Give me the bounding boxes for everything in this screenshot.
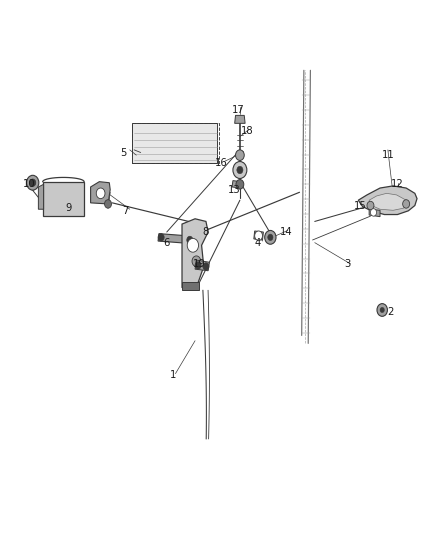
Text: 17: 17: [232, 105, 245, 115]
Text: 15: 15: [354, 200, 367, 211]
Text: 6: 6: [163, 238, 170, 248]
Polygon shape: [43, 182, 84, 216]
Polygon shape: [235, 115, 245, 123]
Polygon shape: [232, 181, 241, 188]
Circle shape: [187, 236, 193, 244]
Text: 3: 3: [344, 259, 350, 269]
Circle shape: [96, 188, 105, 199]
Circle shape: [237, 166, 243, 174]
Bar: [132, 123, 219, 163]
Circle shape: [371, 209, 377, 216]
Text: 19: 19: [193, 259, 206, 269]
Text: 4: 4: [255, 238, 261, 248]
Circle shape: [195, 262, 201, 269]
Text: 10: 10: [23, 179, 36, 189]
Circle shape: [105, 200, 112, 208]
Text: 2: 2: [388, 306, 394, 317]
Circle shape: [27, 175, 39, 190]
Polygon shape: [195, 260, 209, 271]
Circle shape: [254, 231, 262, 240]
Text: 11: 11: [382, 150, 395, 160]
Circle shape: [203, 263, 209, 270]
Polygon shape: [182, 219, 208, 288]
Text: 12: 12: [391, 179, 404, 189]
Circle shape: [268, 234, 273, 240]
Text: 13: 13: [228, 184, 240, 195]
Polygon shape: [369, 209, 380, 216]
Text: 8: 8: [203, 227, 209, 237]
Text: 14: 14: [280, 227, 293, 237]
Circle shape: [233, 161, 247, 179]
Polygon shape: [358, 186, 417, 215]
Circle shape: [367, 201, 374, 210]
Circle shape: [30, 179, 36, 187]
Text: 18: 18: [241, 126, 254, 136]
Polygon shape: [158, 233, 194, 244]
Circle shape: [236, 150, 244, 160]
Text: 5: 5: [120, 148, 127, 158]
Polygon shape: [182, 282, 199, 290]
Circle shape: [192, 256, 201, 266]
Circle shape: [265, 230, 276, 244]
Circle shape: [187, 238, 198, 252]
Circle shape: [158, 233, 164, 241]
Text: 7: 7: [122, 206, 129, 216]
Polygon shape: [132, 123, 217, 163]
Polygon shape: [91, 182, 110, 204]
Polygon shape: [254, 231, 263, 240]
Circle shape: [380, 308, 385, 313]
Polygon shape: [39, 184, 44, 209]
Text: 16: 16: [215, 158, 228, 168]
Circle shape: [236, 180, 244, 189]
Text: 1: 1: [170, 370, 177, 380]
Polygon shape: [369, 193, 407, 211]
Circle shape: [403, 200, 410, 208]
Text: 9: 9: [66, 203, 72, 213]
Circle shape: [377, 304, 388, 317]
